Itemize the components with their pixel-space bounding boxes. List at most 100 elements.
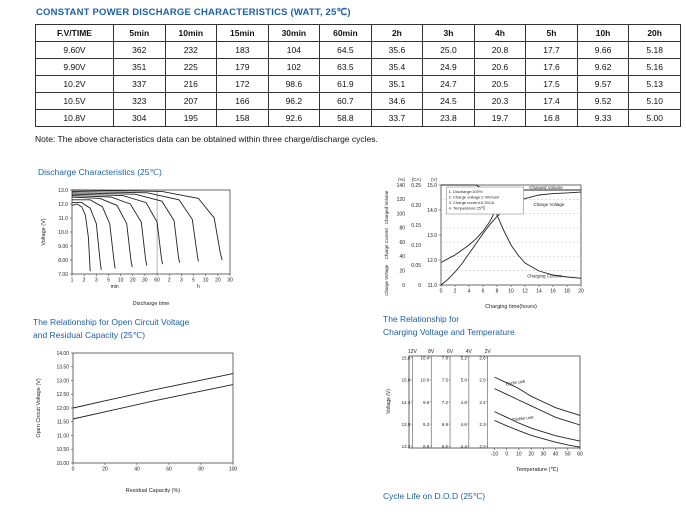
svg-text:8V: 8V xyxy=(428,349,435,355)
svg-text:0.10: 0.10 xyxy=(411,243,421,249)
svg-text:30: 30 xyxy=(227,278,233,284)
svg-text:4V: 4V xyxy=(466,349,473,355)
svg-text:18: 18 xyxy=(564,289,570,295)
svg-text:Cycle use: Cycle use xyxy=(505,378,526,386)
svg-text:120: 120 xyxy=(397,197,406,203)
svg-text:8.8: 8.8 xyxy=(423,444,430,449)
power-value-cell: 24.5 xyxy=(422,92,475,110)
svg-text:10: 10 xyxy=(203,278,209,284)
power-value-cell: 195 xyxy=(164,109,218,127)
table-note: Note: The above characteristics data can… xyxy=(35,134,378,144)
svg-text:10.50: 10.50 xyxy=(56,447,69,453)
power-value-cell: 17.7 xyxy=(525,41,578,59)
power-value-cell: 337 xyxy=(113,75,166,93)
table-row: 10.2V 337 216 172 98.6 61.9 35.1 24.7 20.5 17.5 9.… xyxy=(35,75,681,93)
svg-text:30: 30 xyxy=(142,278,148,284)
svg-text:2.5: 2.5 xyxy=(479,378,486,383)
svg-text:10: 10 xyxy=(508,289,514,295)
power-value-cell: 362 xyxy=(113,41,166,59)
svg-text:9.6: 9.6 xyxy=(423,400,430,405)
svg-text:20: 20 xyxy=(215,278,221,284)
svg-text:5.0: 5.0 xyxy=(461,378,468,383)
svg-text:0: 0 xyxy=(418,283,421,289)
svg-text:20: 20 xyxy=(399,269,405,275)
svg-text:13.0: 13.0 xyxy=(58,188,68,194)
svg-text:40: 40 xyxy=(553,452,559,458)
svg-text:0.20: 0.20 xyxy=(411,203,421,209)
table-header-row: F.V/TIME 5min 10min 15min 30min 60min 2h 3h 4h 5h… xyxy=(35,24,681,42)
constant-power-discharge-table: F.V/TIME 5min 10min 15min 30min 60min 2h 3h 4h 5h… xyxy=(35,24,681,127)
power-value-cell: 5.00 xyxy=(628,109,681,127)
svg-text:3: 3 xyxy=(180,278,183,284)
svg-text:16: 16 xyxy=(550,289,556,295)
svg-text:0: 0 xyxy=(505,452,508,458)
power-value-cell: 58.8 xyxy=(319,109,372,127)
svg-text:0: 0 xyxy=(402,283,405,289)
svg-text:20: 20 xyxy=(578,289,584,295)
svg-text:60: 60 xyxy=(154,278,160,284)
svg-text:12.0: 12.0 xyxy=(58,202,68,208)
svg-text:2: 2 xyxy=(454,289,457,295)
svg-text:4. Temperature:25℃: 4. Temperature:25℃ xyxy=(449,206,486,211)
svg-text:14.00: 14.00 xyxy=(56,351,69,357)
power-value-cell: 96.2 xyxy=(267,92,321,110)
column-header: 30min xyxy=(267,24,321,42)
svg-text:1. Discharge:100%: 1. Discharge:100% xyxy=(449,189,483,194)
svg-text:9.00: 9.00 xyxy=(58,244,68,250)
power-value-cell: 64.5 xyxy=(319,41,372,59)
svg-text:3: 3 xyxy=(95,278,98,284)
svg-text:13.00: 13.00 xyxy=(56,378,69,384)
column-header: 3h xyxy=(422,24,475,42)
svg-text:Charged Volume: Charged Volume xyxy=(529,185,563,190)
svg-text:Open Circuit Voltage (V): Open Circuit Voltage (V) xyxy=(36,378,42,437)
power-value-cell: 9.57 xyxy=(576,75,630,93)
svg-text:Charged Volume: Charged Volume xyxy=(384,190,389,224)
svg-text:13.2: 13.2 xyxy=(402,444,411,449)
power-value-cell: 20.8 xyxy=(473,41,527,59)
svg-text:8.00: 8.00 xyxy=(58,258,68,264)
power-value-cell: 9.62 xyxy=(576,58,630,76)
svg-text:10: 10 xyxy=(516,452,522,458)
power-value-cell: 9.52 xyxy=(576,92,630,110)
svg-text:3. Charge current:0.25CA: 3. Charge current:0.25CA xyxy=(449,200,495,205)
svg-text:9.2: 9.2 xyxy=(423,422,430,427)
ocv-residual-capacity-block: The Relationship for Open Circuit Voltag… xyxy=(33,316,245,495)
svg-text:13.0: 13.0 xyxy=(427,233,437,239)
svg-text:0.05: 0.05 xyxy=(411,263,421,269)
svg-text:10.00: 10.00 xyxy=(56,461,69,467)
svg-text:5.2: 5.2 xyxy=(461,356,468,361)
power-value-cell: 166 xyxy=(216,92,269,110)
svg-text:50: 50 xyxy=(565,452,571,458)
ocv-title-line2: and Residual Capacity (25℃) xyxy=(33,330,146,340)
discharge-characteristics-chart: 13.0 12.0 11.0 10.0 9.00 8.00 7.00 Voltage (V) 1… xyxy=(41,188,233,307)
svg-text:12: 12 xyxy=(522,289,528,295)
power-value-cell: 172 xyxy=(216,75,269,93)
svg-text:6: 6 xyxy=(482,289,485,295)
svg-text:2.6: 2.6 xyxy=(479,356,486,361)
power-value-cell: 35.6 xyxy=(370,41,424,59)
svg-text:7.5: 7.5 xyxy=(442,378,449,383)
svg-text:5: 5 xyxy=(107,278,110,284)
power-value-cell: 34.6 xyxy=(370,92,424,110)
svg-text:Trickle use: Trickle use xyxy=(512,415,535,423)
svg-text:7.8: 7.8 xyxy=(442,356,449,361)
svg-text:100: 100 xyxy=(397,211,406,217)
power-value-cell: 16.8 xyxy=(525,109,578,127)
svg-text:4.6: 4.6 xyxy=(461,422,468,427)
svg-text:0: 0 xyxy=(72,467,75,473)
power-value-cell: 158 xyxy=(216,109,269,127)
svg-text:Charge Voltage: Charge Voltage xyxy=(384,264,389,296)
power-value-cell: 5.16 xyxy=(628,58,681,76)
power-value-cell: 20.6 xyxy=(473,58,527,76)
charge-temp-title-line1: The Relationship for xyxy=(383,314,460,324)
svg-text:2.2: 2.2 xyxy=(479,444,486,449)
power-value-cell: 232 xyxy=(164,41,218,59)
svg-text:7.00: 7.00 xyxy=(58,272,68,278)
svg-text:2. Charge voltage:2.40V/cell: 2. Charge voltage:2.40V/cell xyxy=(449,195,499,200)
ocv-title-line1: The Relationship for Open Circuit Voltag… xyxy=(33,317,190,327)
column-header: 15min xyxy=(216,24,269,42)
svg-text:2V: 2V xyxy=(485,349,492,355)
svg-text:Voltage (V): Voltage (V) xyxy=(386,389,392,414)
svg-text:4: 4 xyxy=(468,289,471,295)
